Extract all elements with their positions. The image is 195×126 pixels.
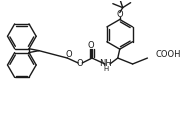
Text: O: O [65,50,72,59]
Text: NH: NH [99,59,112,69]
Text: O: O [116,10,123,19]
Text: O: O [77,58,83,68]
Text: COOH: COOH [155,50,181,59]
Text: O: O [88,41,94,50]
Text: H: H [103,66,109,72]
